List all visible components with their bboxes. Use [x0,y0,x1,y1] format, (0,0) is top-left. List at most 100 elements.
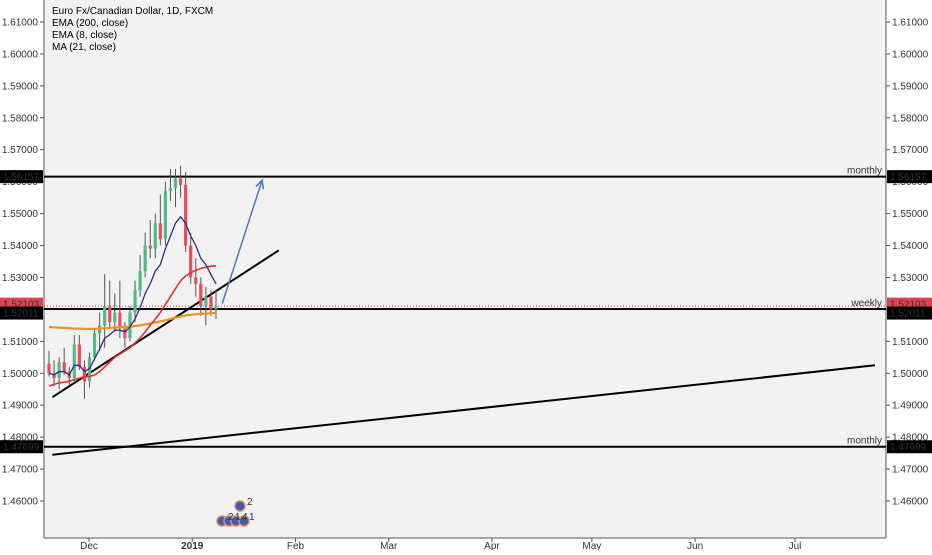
y-tick-label-right: 1.50000 [892,369,929,380]
ema200-line [48,311,217,330]
y-tick-label-right: 1.54000 [892,241,929,252]
x-tick-label: Jun [687,541,703,550]
event-marker-count: 4 [242,512,248,523]
y-tick-label-left: 1.50000 [2,369,39,380]
event-marker-count: 1 [235,512,241,523]
price-badges: 1.561571.561571.521031.521031.520111.520… [0,170,932,454]
y-tick-label-right: 1.49000 [892,401,929,412]
candle-body-down [77,344,81,367]
event-marker-icon [238,515,250,527]
candle-body-down [178,178,183,185]
y-tick-label-left: 1.59000 [2,81,39,92]
candle-body-down [194,277,198,284]
y-tick-label-left: 1.54000 [2,241,39,252]
x-tick-label: Jul [789,541,802,550]
x-tick-label: May [582,541,601,550]
price-badge-left-label: 1.56157 [3,172,40,183]
x-tick-label: Feb [287,541,305,550]
event-marker-count: 1 [249,512,255,523]
x-tick-label: Apr [484,541,500,550]
candle-body-up [57,362,61,379]
y-tick-label-right: 1.55000 [892,209,929,220]
y-tick-label-right: 1.51000 [892,337,929,348]
x-axis: Dec 2019 Feb Mar Apr May Jun Jul [80,538,802,552]
price-badge-left [0,306,43,320]
candle-body-up [92,333,97,358]
price-badge-left [0,440,43,454]
price-badge-right [887,306,932,320]
ma21-line [48,264,217,387]
plot-background [44,0,886,538]
candle-body-up [72,344,76,379]
y-tick-label-right: 1.46000 [892,497,929,508]
candle-body-up [128,312,132,339]
candle-body-up [163,191,167,240]
legend-ema8: EMA (8, close) [52,30,117,41]
price-badge-left-label: 1.52011 [3,309,39,320]
candle-body-up [138,271,142,291]
event-marker-count: 2 [228,512,234,523]
trendline [52,364,876,456]
y-tick-label-right: 1.53000 [892,273,929,284]
y-tick-label-left: 1.57000 [2,145,39,156]
y-tick-label-left: 1.48000 [2,433,39,444]
candle-body-up [143,245,147,272]
level-label: weekly [850,298,882,309]
event-marker-count: 2 [247,497,253,508]
y-tick-label-right: 1.58000 [892,113,929,124]
candle-body-up [103,306,107,326]
y-tick-label-left: 1.49000 [2,401,39,412]
event-marker-icon [234,500,246,512]
candle-body-down [209,296,213,310]
candle-body-down [158,223,162,240]
y-tick-label-left: 1.53000 [2,273,39,284]
y-tick-label-left: 1.58000 [2,113,39,124]
candle-body-down [47,363,51,374]
candle-body-down [199,283,203,307]
price-badge-left-label: 1.52103 [3,300,40,311]
y-tick-label-left: 1.61000 [2,18,39,29]
x-tick-label: Dec [80,541,98,550]
y-tick-label-left: 1.46000 [2,497,39,508]
indicator-lines [48,215,217,387]
x-tick-label: 2019 [181,541,204,550]
arrow-shaft [221,179,263,304]
event-markers: 22 1 4 1 [216,497,255,527]
legend: Euro Fx/Canadian Dollar, 1D, FXCM EMA (2… [52,6,213,53]
legend-title: Euro Fx/Canadian Dollar, 1D, FXCM [52,6,213,17]
price-badge-right-label: 1.52011 [890,309,926,320]
y-tick-label-right: 1.61000 [892,18,929,29]
candle-body-up [204,296,208,307]
y-tick-label-right: 1.60000 [892,49,929,60]
candle-body-down [123,328,127,339]
price-badge-right-label: 1.52103 [890,300,927,311]
y-tick-label-right: 1.48000 [892,433,929,444]
candle-body-down [148,245,152,249]
arrow-head [255,178,265,190]
candle-body-down [52,373,56,379]
horizontal-levels: monthly weekly monthly [44,166,886,448]
price-badge-left [0,170,43,184]
y-tick-label-left: 1.60000 [2,49,39,60]
price-badge-left-label: 1.47699 [3,442,40,453]
price-badge-right [887,170,932,184]
y-tick-label-right: 1.57000 [892,145,929,156]
x-tick-label: Mar [380,541,398,550]
candle-body-down [82,366,87,382]
y-tick-label-left: 1.47000 [2,465,39,476]
candle-body-down [118,312,122,329]
level-label: monthly [847,166,882,177]
level-label: monthly [847,436,882,447]
candle-body-up [214,306,218,310]
candle-body-up [173,178,178,189]
candle-body-down [108,306,112,323]
projection-arrow [221,178,265,304]
candle-body-down [62,362,66,372]
y-tick-label-right: 1.59000 [892,81,929,92]
y-tick-label-left: 1.55000 [2,209,39,220]
legend-ema200: EMA (200, close) [52,18,128,29]
y-tick-label-right: 1.47000 [892,465,929,476]
legend-ma21: MA (21, close) [52,42,116,53]
candle-body-down [184,184,188,246]
